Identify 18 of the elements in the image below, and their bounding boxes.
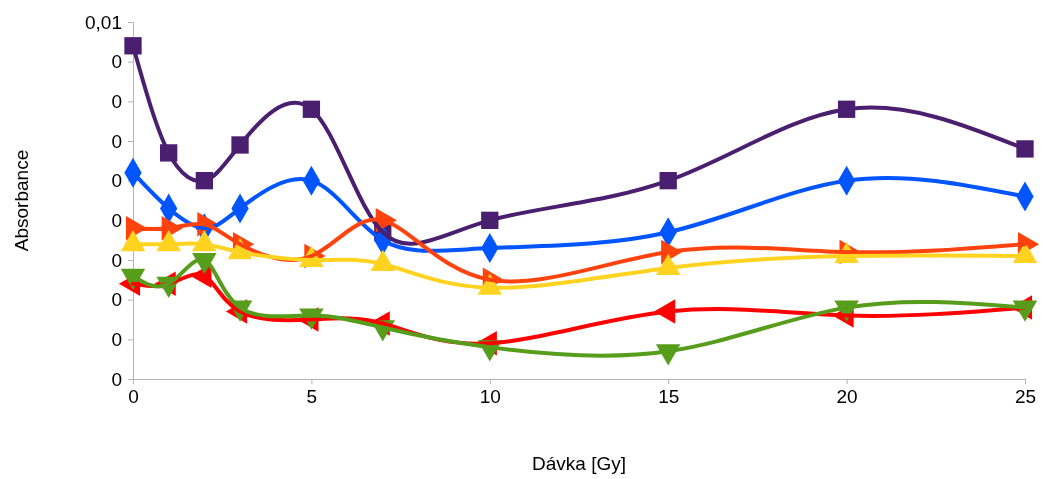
y-tick-label: 0 xyxy=(111,170,122,192)
x-tick-label: 25 xyxy=(1014,386,1037,408)
x-tick-label: 0 xyxy=(128,386,139,408)
y-tick-label: 0 xyxy=(111,51,122,73)
y-axis-title: Absorbance xyxy=(11,149,32,252)
y-tick-label: 0 xyxy=(111,90,122,112)
y-tick-label: 0 xyxy=(111,328,122,350)
x-tick-label: 20 xyxy=(836,386,858,408)
x-tick-label: 5 xyxy=(306,386,318,408)
y-tick-label: 0,01 xyxy=(85,11,122,33)
y-tick-label: 0 xyxy=(111,289,122,311)
y-tick-label: 0 xyxy=(111,130,122,152)
y-tick-label: 0 xyxy=(111,368,122,390)
y-tick-label: 0 xyxy=(111,249,122,271)
x-tick-label: 10 xyxy=(479,386,501,408)
y-tick-label: 0 xyxy=(111,209,122,231)
x-axis-title: Dávka [Gy] xyxy=(532,453,626,474)
x-tick-label: 15 xyxy=(658,386,680,408)
